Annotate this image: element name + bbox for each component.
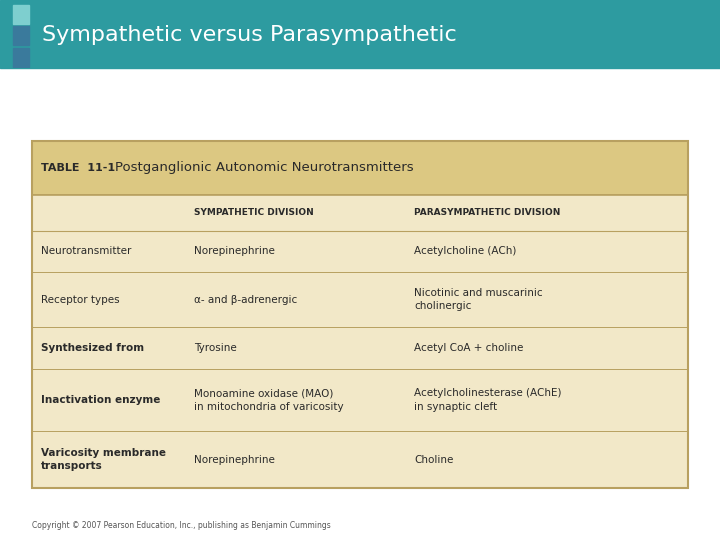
Bar	[13, 48, 29, 67]
Text: Norepinephrine: Norepinephrine	[194, 246, 275, 256]
Bar	[32, 141, 688, 195]
Text: Choline: Choline	[414, 455, 454, 465]
Text: SYMPATHETIC DIVISION: SYMPATHETIC DIVISION	[194, 208, 314, 217]
Text: Copyright © 2007 Pearson Education, Inc., publishing as Benjamin Cummings: Copyright © 2007 Pearson Education, Inc.…	[32, 521, 331, 530]
Text: Acetylcholine (ACh): Acetylcholine (ACh)	[414, 246, 516, 256]
Text: Inactivation enzyme: Inactivation enzyme	[41, 395, 161, 405]
Text: Monoamine oxidase (MAO)
in mitochondria of varicosity: Monoamine oxidase (MAO) in mitochondria …	[194, 388, 344, 411]
Text: Postganglionic Autonomic Neurotransmitters: Postganglionic Autonomic Neurotransmitte…	[115, 161, 414, 174]
Text: Sympathetic versus Parasympathetic: Sympathetic versus Parasympathetic	[42, 25, 456, 45]
Bar	[32, 141, 688, 488]
Text: α- and β-adrenergic: α- and β-adrenergic	[194, 295, 297, 305]
Text: Tyrosine: Tyrosine	[194, 343, 237, 353]
Bar	[13, 5, 29, 24]
Bar	[32, 195, 688, 488]
Text: Neurotransmitter: Neurotransmitter	[41, 246, 132, 256]
Text: Synthesized from: Synthesized from	[41, 343, 144, 353]
Text: Acetylcholinesterase (AChE)
in synaptic cleft: Acetylcholinesterase (AChE) in synaptic …	[414, 388, 562, 411]
Text: Acetyl CoA + choline: Acetyl CoA + choline	[414, 343, 523, 353]
Text: Receptor types: Receptor types	[41, 295, 120, 305]
Text: TABLE  11-1: TABLE 11-1	[41, 163, 115, 173]
Text: Varicosity membrane
transports: Varicosity membrane transports	[41, 448, 166, 471]
Bar	[13, 26, 29, 45]
Text: Nicotinic and muscarinic
cholinergic: Nicotinic and muscarinic cholinergic	[414, 288, 543, 311]
Text: PARASYMPATHETIC DIVISION: PARASYMPATHETIC DIVISION	[414, 208, 560, 217]
Text: Norepinephrine: Norepinephrine	[194, 455, 275, 465]
